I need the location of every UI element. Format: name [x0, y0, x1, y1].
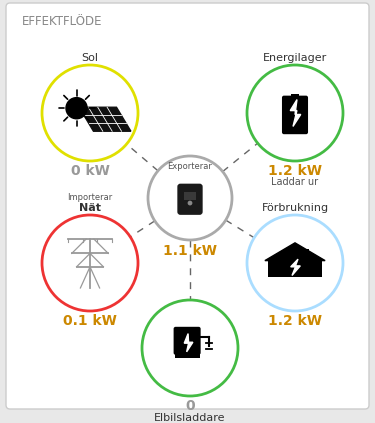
Polygon shape: [290, 99, 301, 126]
Bar: [291, 94, 299, 99]
Text: Exporterar: Exporterar: [168, 162, 212, 171]
Circle shape: [247, 65, 343, 161]
Text: 0 kW: 0 kW: [70, 164, 110, 178]
Text: Laddar ur: Laddar ur: [272, 177, 318, 187]
Polygon shape: [265, 243, 325, 261]
Bar: [175, 354, 200, 357]
Text: 1.1 kW: 1.1 kW: [163, 244, 217, 258]
Bar: [304, 249, 309, 261]
Text: 0: 0: [185, 399, 195, 413]
Bar: [184, 192, 196, 200]
Text: Importerar: Importerar: [68, 193, 112, 202]
FancyBboxPatch shape: [174, 327, 201, 355]
Polygon shape: [291, 259, 300, 275]
Circle shape: [247, 215, 343, 311]
FancyBboxPatch shape: [177, 184, 203, 215]
Polygon shape: [184, 334, 193, 352]
Circle shape: [42, 65, 138, 161]
Polygon shape: [79, 107, 131, 131]
Text: Nät: Nät: [79, 203, 101, 213]
Text: Energilager: Energilager: [263, 53, 327, 63]
Text: Elbilsladdare: Elbilsladdare: [154, 413, 226, 423]
Text: Sol: Sol: [81, 53, 99, 63]
Circle shape: [188, 201, 192, 205]
FancyBboxPatch shape: [282, 96, 308, 134]
FancyBboxPatch shape: [6, 3, 369, 409]
Text: Förbrukning: Förbrukning: [261, 203, 328, 213]
Text: 0.1 kW: 0.1 kW: [63, 314, 117, 328]
Circle shape: [42, 215, 138, 311]
Circle shape: [142, 300, 238, 396]
Bar: [268, 261, 322, 277]
Text: 1.2 kW: 1.2 kW: [268, 164, 322, 178]
Text: 1.2 kW: 1.2 kW: [268, 314, 322, 328]
Circle shape: [66, 98, 87, 119]
Circle shape: [148, 156, 232, 240]
Text: EFFEKTFLÖDE: EFFEKTFLÖDE: [22, 15, 102, 28]
